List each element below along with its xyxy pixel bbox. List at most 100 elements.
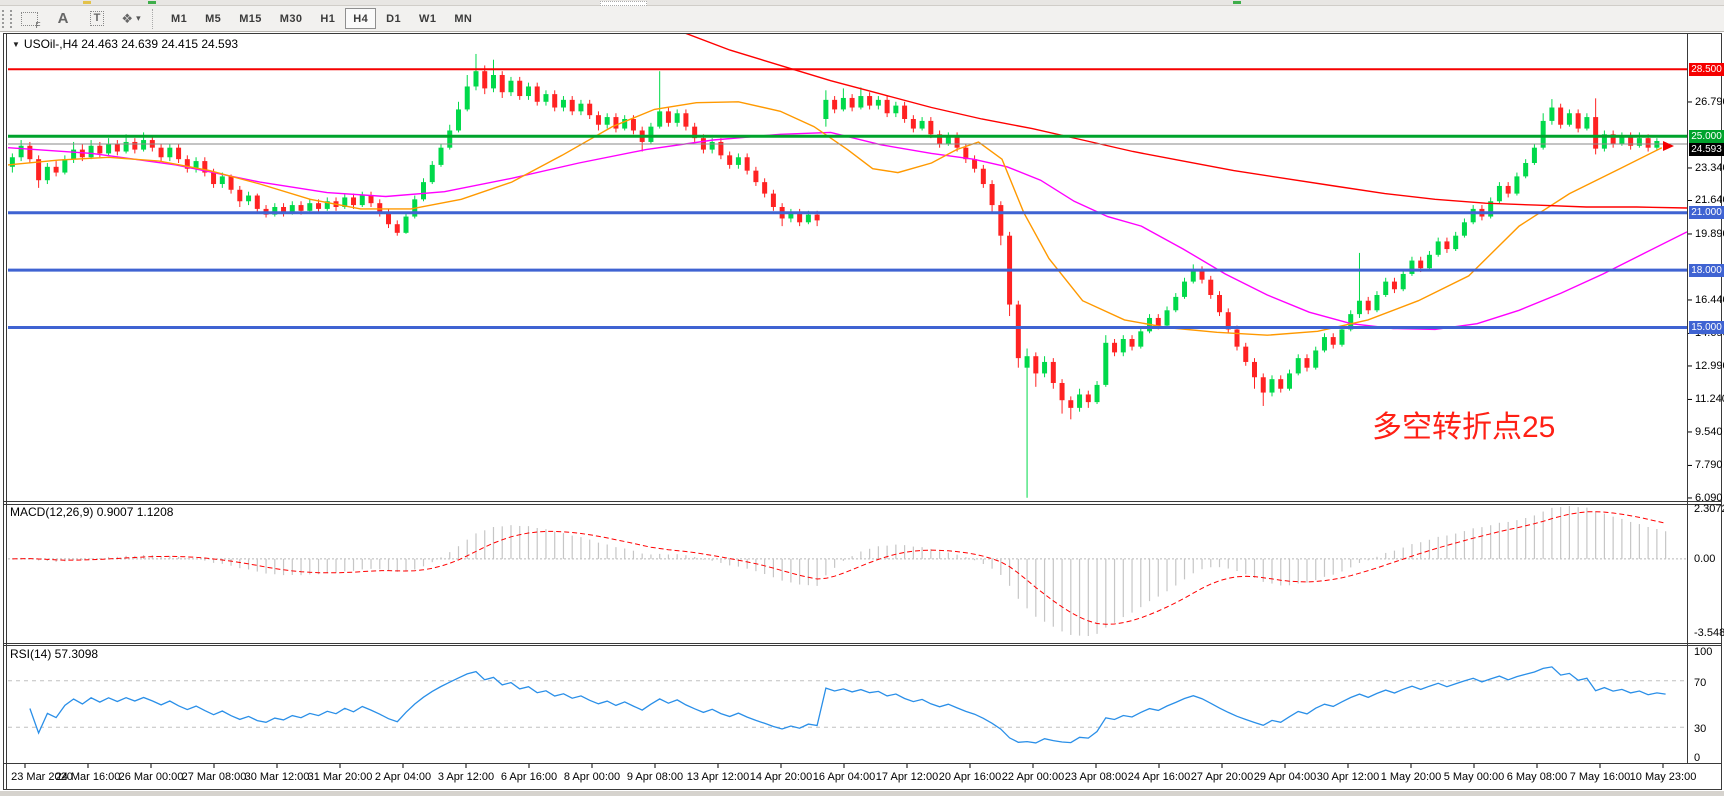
candle-down [727,155,733,165]
candle-down [849,97,855,108]
arrows-tool-button[interactable]: ❖ ▾ [116,8,146,30]
time-axis-label: 22 Apr 00:00 [1001,771,1065,783]
candle-up [289,205,295,213]
candle-up [657,111,663,127]
candle-down [176,147,182,160]
candle-down [1085,394,1091,403]
time-axis-label: 5 May 00:00 [1443,771,1505,783]
candle-down [202,161,208,173]
candle-down [1015,304,1021,359]
candle-up [219,176,225,185]
grid-f-icon: F [20,11,41,30]
timeframe-button-m1[interactable]: M1 [163,8,195,29]
candle-down [910,118,916,129]
candle-up [1103,342,1109,385]
candle-down [1278,379,1284,389]
candle-down [665,111,671,123]
candle-down [797,212,803,223]
candle-up [893,105,899,114]
time-axis-label: 30 Apr 12:00 [1316,771,1380,783]
candle-down [613,117,619,129]
candle-up [307,203,313,211]
chart-title-text: USOil-,H4 24.463 24.639 24.415 24.593 [23,37,239,51]
candle-down [53,166,59,173]
candle-down [1628,136,1634,146]
candle-up [193,161,199,169]
time-axis-label: 2 Apr 04:00 [374,771,432,783]
price-badge-21.000: 21.000 [1689,206,1724,220]
price-axis-label: 11.240 [1695,393,1724,406]
rsi-scale-70: 70 [1694,677,1707,689]
time-axis-label: 6 Apr 16:00 [500,771,558,783]
candle-up [578,103,584,112]
time-axis-label: 31 Mar 20:00 [307,771,373,783]
candle-up [464,86,470,110]
price-badge-24.593: 24.593 [1689,142,1724,156]
candle-down [1234,329,1240,347]
candle-up [1356,300,1362,315]
candle-down [1365,300,1371,311]
candle-down [569,99,575,112]
candle-up [71,149,77,160]
time-axis-label: 6 May 08:00 [1506,771,1568,783]
macd-signal-line [12,511,1666,625]
candle-down [928,120,934,135]
timeframe-button-m5[interactable]: M5 [197,8,229,29]
candle-down [1444,241,1450,250]
candle-up [1566,113,1572,125]
candle-down [1505,185,1511,194]
candle-down [1418,260,1424,269]
candle-up [1321,337,1327,351]
candle-down [1330,337,1336,345]
candle-down [368,195,374,204]
candle-up [1523,162,1529,177]
candle-up [1531,147,1537,163]
timeframe-button-h4[interactable]: H4 [345,8,377,29]
time-axis-label: 23 Mar 2020 [11,771,73,783]
candle-down [1575,113,1581,129]
candle-up [543,94,549,102]
macd-scale-min: -3.5484 [1694,627,1724,639]
candle-down [1558,107,1564,125]
candle-down [1391,281,1397,290]
candle-up [1426,254,1432,269]
candle-up [1024,356,1030,368]
time-axis-label: 14 Apr 20:00 [749,771,813,783]
collapse-caret-icon[interactable]: ▼ [12,40,20,49]
candle-up [1042,361,1048,374]
text-label-tool-button[interactable]: A [48,8,78,30]
candle-down [1304,358,1310,368]
candle-down [692,126,698,139]
candle-down [1208,279,1214,295]
text-box-tool-button[interactable]: T [82,8,112,30]
timeframe-button-w1[interactable]: W1 [411,8,444,29]
toolbar-drag-handle[interactable] [2,9,12,28]
timeframe-button-h1[interactable]: H1 [312,8,343,29]
candle-up [438,147,444,165]
candle-down [114,143,120,152]
time-axis-label: 24 Apr 16:00 [1127,771,1191,783]
time-axis-label: 24 Mar 16:00 [55,771,121,783]
timeframe-button-m15[interactable]: M15 [231,8,270,29]
candle-down [482,71,488,89]
candle-down [1050,361,1056,383]
price-arrow-icon [1663,141,1674,151]
candle-up [1120,338,1126,353]
timeframe-button-mn[interactable]: MN [446,8,480,29]
candle-up [44,166,50,181]
candle-up [1295,358,1301,374]
timeframe-button-m30[interactable]: M30 [272,8,311,29]
toolbar: F A T ❖ ▾ M1 M5 M15 M30 H1 H4 D1 W1 MN [0,6,1724,32]
price-axis-label: 7.790 [1695,459,1723,472]
text-annotation: 多空转折点25 [1372,411,1556,444]
candle-up [1453,235,1459,250]
time-axis-label: 10 May 23:00 [1629,771,1697,783]
grid-f-tool-button[interactable]: F [14,8,44,30]
candle-up [735,157,741,165]
timeframe-button-d1[interactable]: D1 [378,8,409,29]
toolbar-icon-remnant [148,1,156,4]
candle-down [744,157,750,171]
time-axis-label: 9 Apr 08:00 [626,771,684,783]
candle-up [490,74,496,89]
